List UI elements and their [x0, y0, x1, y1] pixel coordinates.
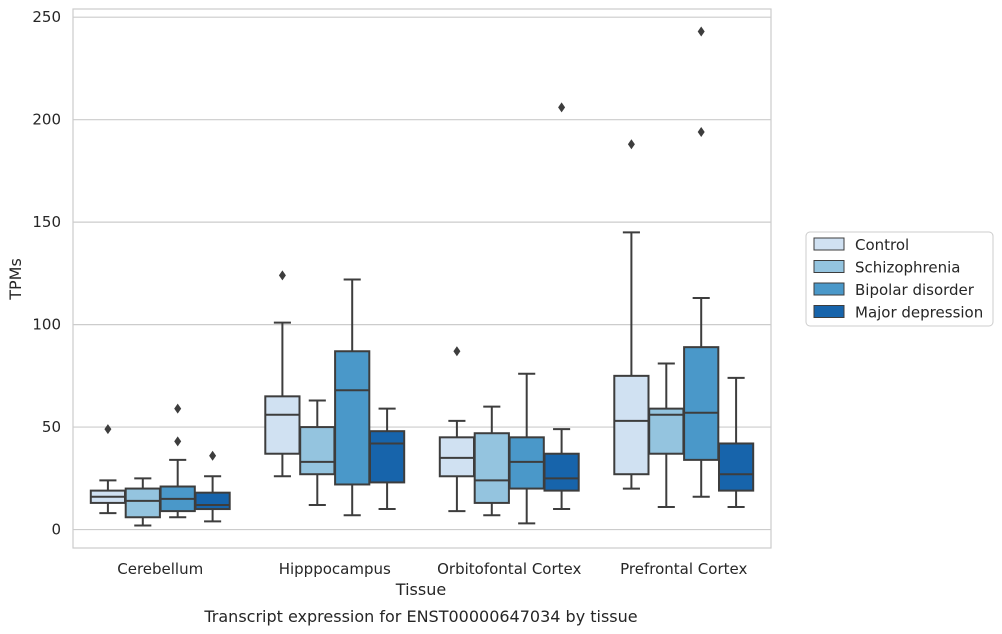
y-tick-label: 250: [32, 8, 61, 26]
box-body: [124, 487, 161, 519]
x-tick-label: Prefrontal Cortex: [620, 560, 747, 578]
box-body: [334, 350, 371, 486]
box-1-0: [264, 270, 301, 478]
x-axis-ticks: Cerebellum Hipppocampus Orbitofontal Corte…: [117, 560, 747, 578]
box-body: [299, 426, 336, 476]
box-body: [473, 432, 510, 504]
box-0-2: [159, 403, 196, 519]
box-body: [194, 491, 231, 511]
outlier-point: [209, 450, 217, 461]
legend-swatch: [813, 260, 845, 273]
y-tick-label: 50: [42, 418, 61, 436]
outlier-point: [627, 139, 635, 150]
legend-label: Control: [855, 236, 909, 254]
box-0-1: [124, 477, 161, 527]
outlier-point: [697, 126, 705, 137]
plot-frame: [72, 8, 772, 549]
box-body: [683, 346, 720, 461]
gridlines: [73, 16, 771, 531]
box-body: [613, 374, 650, 476]
legend-swatch: [813, 305, 845, 318]
box-1-3: [368, 407, 406, 511]
box-body: [543, 452, 580, 492]
box-body: [508, 436, 545, 490]
outlier-point: [174, 403, 182, 414]
box-3-3: [717, 376, 755, 509]
legend-label: Bipolar disorder: [855, 281, 975, 299]
outlier-point: [697, 26, 705, 37]
box-3-1: [648, 362, 685, 509]
x-tick-label: Cerebellum: [117, 560, 203, 578]
legend: Control Schizophrenia Bipolar disorder Majo…: [805, 231, 994, 327]
box-3-2: [683, 26, 720, 498]
box-1-1: [299, 399, 336, 506]
y-tick-label: 200: [32, 111, 61, 129]
y-axis-label: TPMs: [6, 258, 25, 301]
box-1-2: [334, 278, 371, 517]
box-0-3: [194, 450, 231, 523]
box-3-0: [613, 139, 650, 490]
box-body: [438, 436, 476, 478]
box-0-0: [89, 424, 127, 515]
box-2-1: [473, 405, 510, 517]
box-body: [717, 442, 755, 492]
boxes: [89, 26, 755, 527]
x-tick-label: Orbitofontal Cortex: [437, 560, 581, 578]
box-2-2: [508, 372, 545, 525]
legend-swatch: [813, 237, 845, 251]
legend-label: Major depression: [855, 304, 983, 322]
chart-caption: Transcript expression for ENST0000064703…: [203, 607, 637, 626]
outlier-point: [278, 270, 286, 281]
box-2-3: [543, 102, 580, 511]
y-tick-label: 0: [51, 521, 61, 539]
y-axis-ticks: 0 50 100 150 200 250: [32, 8, 61, 538]
outlier-point: [558, 102, 566, 113]
legend-frame: [805, 231, 994, 327]
outlier-point: [104, 424, 112, 435]
y-tick-label: 150: [32, 213, 61, 231]
outlier-point: [453, 346, 461, 357]
box-body: [368, 430, 406, 484]
x-tick-label: Hipppocampus: [279, 560, 391, 578]
outlier-point: [174, 436, 182, 447]
box-body: [648, 407, 685, 455]
box-body: [264, 395, 301, 455]
legend-swatch: [813, 282, 845, 296]
legend-label: Schizophrenia: [855, 259, 960, 277]
x-axis-label: Tissue: [395, 580, 446, 599]
box-2-0: [438, 346, 476, 513]
y-tick-label: 100: [32, 316, 61, 334]
